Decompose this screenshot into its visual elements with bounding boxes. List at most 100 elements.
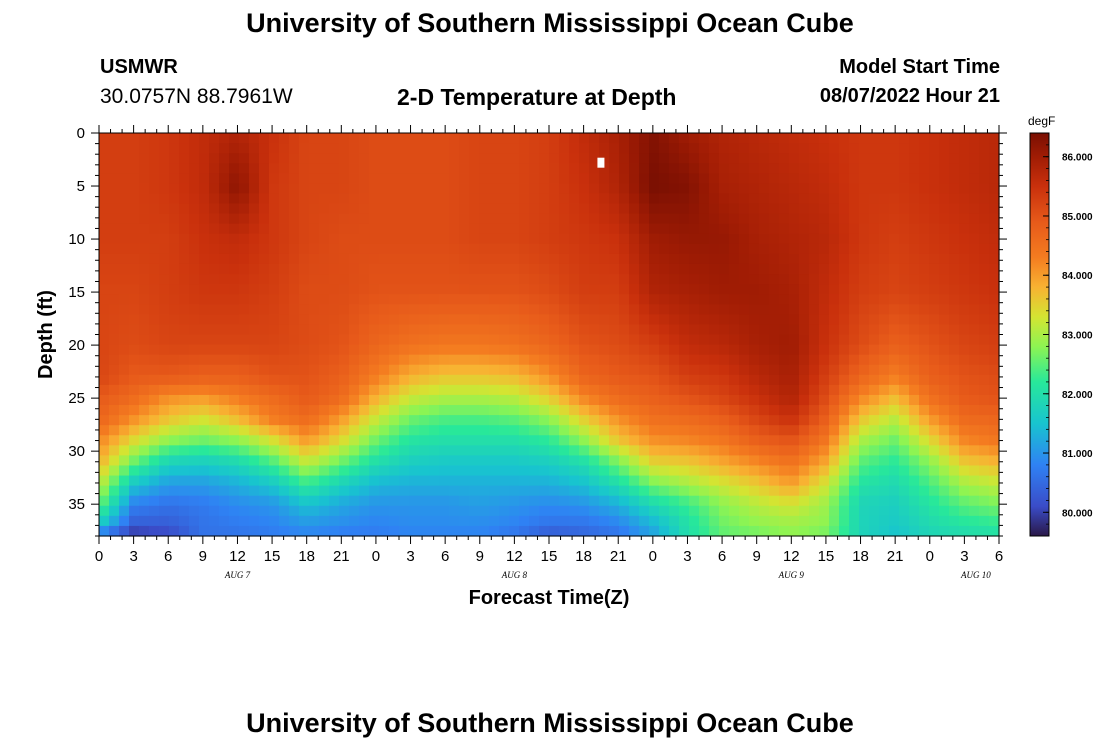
heatmap-cell — [119, 294, 130, 305]
heatmap-cell — [549, 183, 560, 195]
heatmap-cell — [479, 133, 490, 144]
heatmap-cell — [879, 415, 890, 426]
heatmap-cell — [929, 143, 940, 154]
heatmap-cell — [729, 314, 740, 326]
heatmap-cell — [589, 485, 600, 497]
heatmap-cell — [259, 384, 270, 396]
heatmap-cell — [599, 495, 610, 507]
heatmap-cell — [909, 475, 920, 487]
heatmap-cell — [229, 505, 240, 517]
heatmap-cell — [749, 284, 760, 295]
heatmap-cell — [369, 213, 380, 225]
heatmap-cell — [179, 193, 190, 205]
heatmap-cell — [279, 425, 290, 436]
heatmap-cell — [649, 374, 660, 386]
heatmap-cell — [649, 525, 660, 537]
heatmap-cell — [129, 153, 140, 164]
heatmap-cell — [809, 133, 820, 144]
heatmap-cell — [469, 193, 480, 205]
colorbar-tick-label: 81.000 — [1062, 449, 1093, 460]
heatmap-cell — [719, 354, 730, 366]
heatmap-cell — [179, 334, 190, 346]
heatmap-cell — [549, 384, 560, 396]
heatmap-cell — [709, 263, 720, 275]
heatmap-cell — [839, 384, 850, 396]
heatmap-cell — [839, 173, 850, 184]
heatmap-cell — [299, 344, 310, 356]
heatmap-cell — [559, 183, 570, 195]
heatmap-cell — [969, 344, 980, 356]
heatmap-cell — [609, 344, 620, 356]
heatmap-cell — [619, 193, 630, 205]
heatmap-cell — [629, 223, 640, 235]
page-title: University of Southern Mississippi Ocean… — [246, 8, 854, 38]
heatmap-cell — [459, 304, 470, 315]
heatmap-cell — [899, 425, 910, 436]
heatmap-cell — [389, 425, 400, 436]
heatmap-cell — [109, 415, 120, 426]
heatmap-cell — [239, 475, 250, 487]
heatmap-cell — [949, 133, 960, 144]
heatmap-cell — [319, 304, 330, 315]
heatmap-cell — [339, 455, 350, 467]
heatmap-cell — [629, 183, 640, 195]
heatmap-cell — [669, 133, 680, 144]
heatmap-cell — [189, 405, 200, 416]
heatmap-cell — [679, 203, 690, 215]
heatmap-cell — [359, 495, 370, 507]
heatmap-cell — [879, 435, 890, 446]
heatmap-cell — [609, 364, 620, 376]
heatmap-cell — [169, 475, 180, 487]
heatmap-cell — [259, 163, 270, 174]
heatmap-cell — [809, 294, 820, 305]
heatmap-cell — [699, 455, 710, 467]
heatmap-cell — [279, 153, 290, 164]
heatmap-cell — [279, 143, 290, 154]
heatmap-cell — [719, 243, 730, 255]
heatmap-cell — [169, 133, 180, 144]
heatmap-cell — [689, 163, 700, 174]
heatmap-cell — [159, 394, 170, 406]
heatmap-cell — [509, 163, 520, 174]
heatmap-cell — [529, 384, 540, 396]
heatmap-cell — [779, 143, 790, 154]
heatmap-cell — [509, 405, 520, 416]
heatmap-cell — [229, 284, 240, 295]
heatmap-cell — [329, 243, 340, 255]
heatmap-cell — [109, 304, 120, 315]
heatmap-cell — [629, 304, 640, 315]
heatmap-cell — [329, 495, 340, 507]
heatmap-cell — [749, 193, 760, 205]
heatmap-cell — [499, 294, 510, 305]
heatmap-cell — [629, 465, 640, 477]
heatmap-cell — [689, 465, 700, 477]
heatmap-cell — [779, 394, 790, 406]
heatmap-cell — [769, 475, 780, 487]
heatmap-cell — [159, 465, 170, 477]
heatmap-cell — [539, 274, 550, 285]
heatmap-cell — [869, 445, 880, 456]
heatmap-cell — [459, 374, 470, 386]
heatmap-cell — [359, 314, 370, 326]
heatmap-cell — [199, 253, 210, 265]
heatmap-cell — [709, 173, 720, 184]
heatmap-cell — [389, 163, 400, 174]
heatmap-cell — [519, 213, 530, 225]
heatmap-cell — [649, 344, 660, 356]
heatmap-cell — [219, 163, 230, 174]
heatmap-cell — [199, 364, 210, 376]
heatmap-cell — [139, 263, 150, 275]
heatmap-cell — [899, 253, 910, 265]
heatmap-cell — [789, 394, 800, 406]
heatmap-cell — [399, 405, 410, 416]
heatmap-cell — [499, 213, 510, 225]
heatmap-cell — [479, 525, 490, 537]
heatmap-cell — [379, 394, 390, 406]
heatmap-cell — [829, 284, 840, 295]
heatmap-cell — [139, 274, 150, 285]
heatmap-cell — [489, 475, 500, 487]
heatmap-cell — [419, 515, 430, 527]
heatmap-cell — [649, 223, 660, 235]
heatmap-cell — [599, 505, 610, 517]
heatmap-cell — [689, 405, 700, 416]
